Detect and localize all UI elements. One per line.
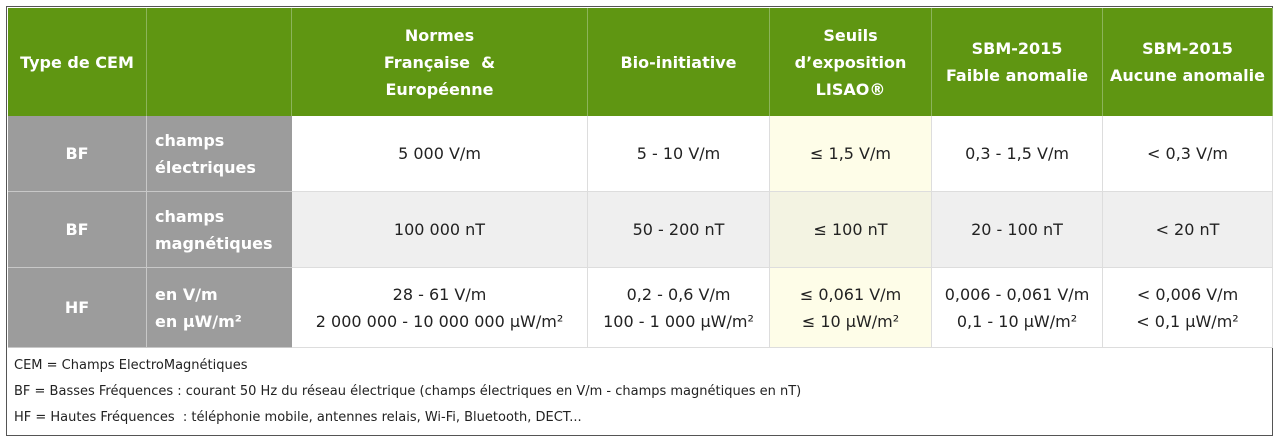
text-line: < 20 nT bbox=[1155, 220, 1220, 239]
row-label: en V/m en µW/m² bbox=[147, 268, 292, 348]
footnote: HF = Hautes Fréquences : téléphonie mobi… bbox=[14, 410, 582, 425]
text-line: champs bbox=[155, 206, 225, 226]
value-cell: 5 - 10 V/m bbox=[588, 116, 770, 192]
text-line: Aucune anomalie bbox=[1110, 66, 1265, 85]
text-line: Type de CEM bbox=[20, 52, 134, 72]
text-line: ≤ 0,061 V/m bbox=[799, 284, 902, 304]
text-line: 2 000 000 - 10 000 000 µW/m² bbox=[315, 311, 564, 331]
header-cell: Bio-initiative bbox=[588, 8, 770, 116]
text-line: 5 000 V/m bbox=[398, 144, 481, 163]
text-line: 0,1 - 10 µW/m² bbox=[956, 311, 1078, 331]
text-line: Normes bbox=[404, 25, 475, 45]
text-line: 0,2 - 0,6 V/m bbox=[626, 284, 731, 304]
value-cell: 0,2 - 0,6 V/m 100 - 1 000 µW/m² bbox=[588, 268, 770, 348]
row-label: champs électriques bbox=[147, 116, 292, 192]
header-cell bbox=[147, 8, 292, 116]
text-line: SBM-2015 bbox=[971, 39, 1063, 58]
text-line: 28 - 61 V/m bbox=[392, 284, 487, 304]
text-line: 0,006 - 0,061 V/m bbox=[944, 284, 1090, 304]
text-line: ≤ 100 nT bbox=[813, 220, 888, 239]
header-cell: SBM-2015 Faible anomalie bbox=[932, 8, 1103, 116]
text-line: SBM-2015 bbox=[1142, 39, 1233, 58]
header-cell: Type de CEM bbox=[8, 8, 147, 116]
value-cell: ≤ 1,5 V/m bbox=[770, 116, 932, 192]
text-line: d’exposition bbox=[794, 52, 907, 72]
text-line: magnétiques bbox=[155, 233, 273, 253]
value-cell: < 0,3 V/m bbox=[1103, 116, 1273, 192]
text-line: LISAO® bbox=[815, 79, 886, 99]
text-line: électriques bbox=[155, 157, 256, 177]
value-cell: 0,3 - 1,5 V/m bbox=[932, 116, 1103, 192]
value-cell: 100 000 nT bbox=[292, 192, 588, 268]
row-type: BF bbox=[8, 192, 147, 268]
text-line: Européenne bbox=[385, 79, 494, 99]
footnote: CEM = Champs ElectroMagnétiques bbox=[14, 358, 248, 373]
row-type: HF bbox=[8, 268, 147, 348]
text-line: 20 - 100 nT bbox=[971, 220, 1063, 239]
text-line: 100 - 1 000 µW/m² bbox=[603, 311, 754, 331]
text-line: Française & bbox=[383, 52, 496, 72]
row-label: champs magnétiques bbox=[147, 192, 292, 268]
text-line: ≤ 10 µW/m² bbox=[801, 311, 900, 331]
text-line: champs bbox=[155, 130, 225, 150]
value-cell: ≤ 0,061 V/m ≤ 10 µW/m² bbox=[770, 268, 932, 348]
text-line: 0,3 - 1,5 V/m bbox=[965, 144, 1069, 163]
text-line: < 0,3 V/m bbox=[1147, 144, 1228, 163]
header-cell: Seuils d’exposition LISAO® bbox=[770, 8, 932, 116]
header-cell: SBM-2015 Aucune anomalie bbox=[1103, 8, 1273, 116]
header-cell: Normes Française & Européenne bbox=[292, 8, 588, 116]
text-line: en V/m bbox=[155, 284, 218, 304]
text-line: 5 - 10 V/m bbox=[636, 144, 721, 163]
text-line: < 0,006 V/m bbox=[1136, 284, 1239, 304]
text-line: ≤ 1,5 V/m bbox=[810, 144, 891, 163]
footnote: BF = Basses Fréquences : courant 50 Hz d… bbox=[14, 384, 802, 399]
value-cell: < 20 nT bbox=[1103, 192, 1273, 268]
value-cell: 20 - 100 nT bbox=[932, 192, 1103, 268]
text-line: 100 000 nT bbox=[393, 220, 486, 239]
value-cell: 0,006 - 0,061 V/m 0,1 - 10 µW/m² bbox=[932, 268, 1103, 348]
text-line: 50 - 200 nT bbox=[632, 220, 725, 239]
value-cell: < 0,006 V/m < 0,1 µW/m² bbox=[1103, 268, 1273, 348]
text-line: Faible anomalie bbox=[945, 66, 1089, 85]
text-line: < 0,1 µW/m² bbox=[1136, 311, 1239, 331]
text-line: Bio-initiative bbox=[620, 52, 737, 72]
text-line: Seuils bbox=[823, 25, 878, 45]
value-cell: 28 - 61 V/m 2 000 000 - 10 000 000 µW/m² bbox=[292, 268, 588, 348]
value-cell: 5 000 V/m bbox=[292, 116, 588, 192]
value-cell: 50 - 200 nT bbox=[588, 192, 770, 268]
text-line: en µW/m² bbox=[155, 311, 242, 331]
row-type: BF bbox=[8, 116, 147, 192]
value-cell: ≤ 100 nT bbox=[770, 192, 932, 268]
